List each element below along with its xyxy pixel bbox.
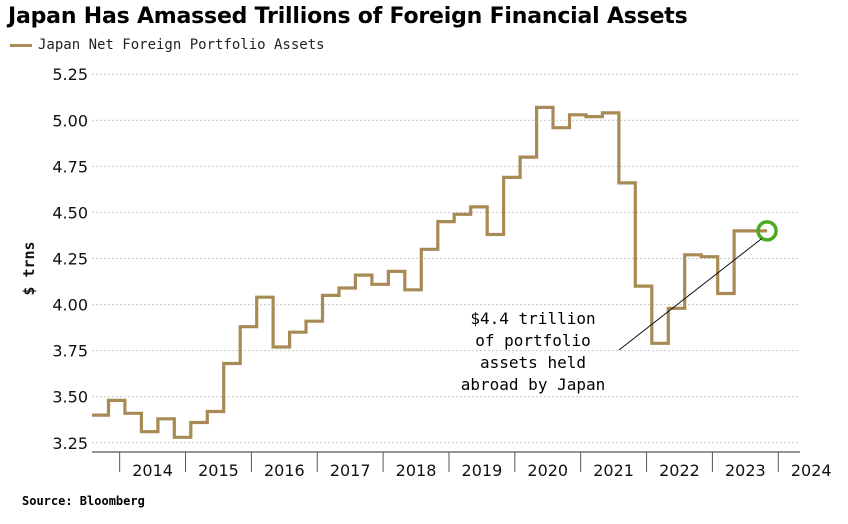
y-axis-label: $ trns xyxy=(20,241,38,295)
legend: Japan Net Foreign Portfolio Assets xyxy=(10,37,325,53)
y-tick-label: 5.00 xyxy=(52,111,88,130)
y-tick-label: 4.00 xyxy=(52,296,88,315)
x-tick-label: 2017 xyxy=(330,461,371,480)
x-axis: 2014 2015 2016 2017 2018 2019 2020 2021 2022 2023… xyxy=(92,451,832,480)
y-tick-label: 3.75 xyxy=(52,342,88,361)
x-tick-label: 2022 xyxy=(659,461,700,480)
gridlines xyxy=(92,73,800,444)
annotation-line: of portfolio xyxy=(475,331,591,350)
annotation-leader xyxy=(618,238,763,351)
x-tick-label: 2020 xyxy=(527,461,568,480)
x-tick-label: 2015 xyxy=(198,461,239,480)
y-tick-label: 3.50 xyxy=(52,388,88,407)
y-tick-label: 3.25 xyxy=(52,434,88,453)
highlight-marker xyxy=(756,220,778,242)
legend-label: Japan Net Foreign Portfolio Assets xyxy=(38,37,325,53)
y-axis-ticks: 3.25 3.50 3.75 4.00 4.25 4.50 4.75 5.00 5.25 xyxy=(52,65,88,453)
annotation-line: abroad by Japan xyxy=(461,375,606,394)
x-tick-label: 2018 xyxy=(396,461,437,480)
annotation-line: $4.4 trillion xyxy=(470,309,595,328)
y-tick-label: 4.50 xyxy=(52,203,88,222)
legend-swatch xyxy=(10,43,32,47)
chart-title: Japan Has Amassed Trillions of Foreign F… xyxy=(8,4,688,29)
y-tick-label: 4.75 xyxy=(52,157,88,176)
x-tick-label: 2019 xyxy=(462,461,503,480)
x-tick-label: 2014 xyxy=(132,461,173,480)
series-group xyxy=(92,105,778,439)
series-line xyxy=(92,105,768,439)
y-tick-label: 5.25 xyxy=(52,65,88,84)
x-tick-label: 2016 xyxy=(264,461,305,480)
annotation-line: assets held xyxy=(480,353,586,372)
source-note: Source: Bloomberg xyxy=(22,494,145,508)
annotation: $4.4 trillion of portfolio assets held abro… xyxy=(461,238,763,394)
x-tick-label: 2021 xyxy=(593,461,634,480)
x-tick-label: 2023 xyxy=(725,461,766,480)
x-tick-label: 2024 xyxy=(791,461,832,480)
y-tick-label: 4.25 xyxy=(52,250,88,269)
